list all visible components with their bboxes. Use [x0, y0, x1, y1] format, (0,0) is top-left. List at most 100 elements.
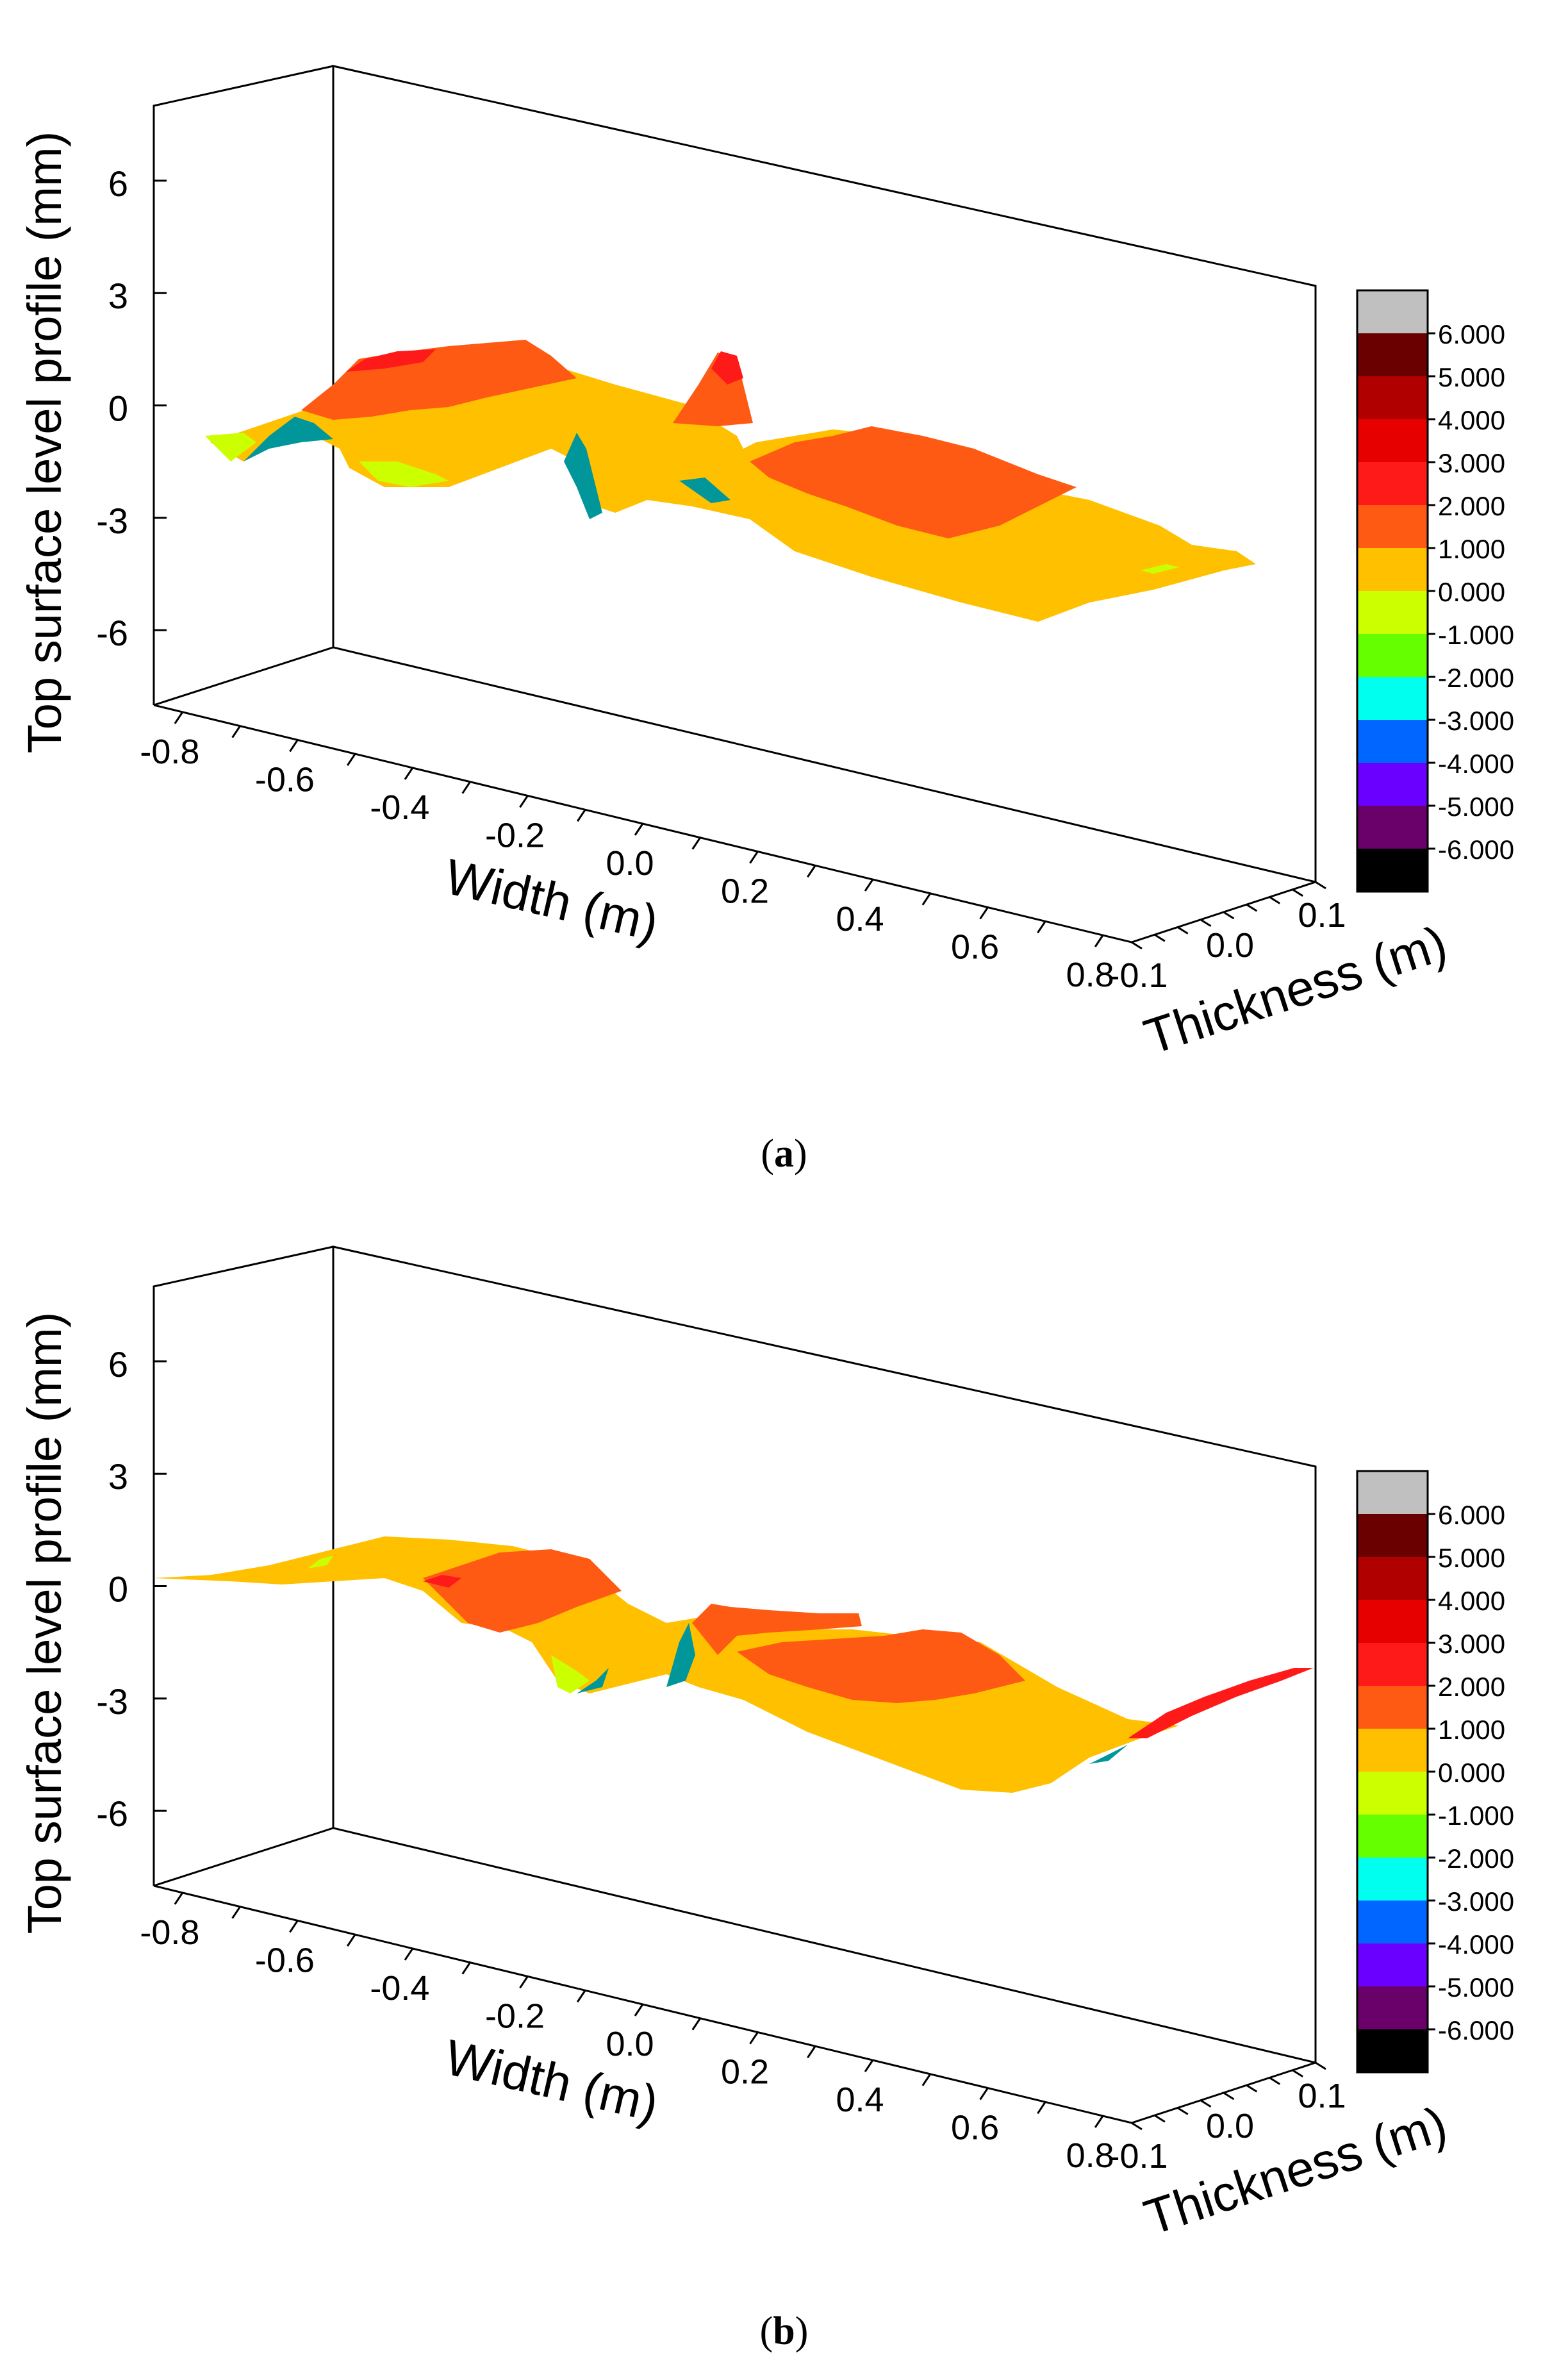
surface-dip-teal-right	[679, 478, 730, 503]
y-tick	[1200, 919, 1212, 927]
y-tick	[1223, 911, 1235, 920]
colorbar-label: -4.000	[1438, 1929, 1514, 1959]
colorbar-label: -6.000	[1438, 835, 1514, 865]
x-tick	[576, 809, 586, 822]
x-tick	[691, 2017, 702, 2031]
z-axis-title: Top surface level profile (mm)	[18, 1312, 71, 1934]
surface-band-red-patch	[346, 349, 436, 372]
y-tick	[1246, 903, 1258, 912]
x-tick	[1094, 935, 1104, 947]
surface-band-red-right	[1128, 1668, 1314, 1738]
surface-band-orange-mid	[692, 1604, 862, 1655]
x-tick	[174, 711, 184, 724]
panel-b: 6 3 0 -3 -6 -0.8 -0.6 -0.4 -0.2 0.0 0.2 0.4 0.6 0.8 -0…	[0, 1181, 1568, 2362]
y-tick	[1154, 2114, 1166, 2123]
x-tick	[461, 781, 471, 794]
x-tick	[864, 2059, 874, 2072]
surface-band-orange-left	[423, 1549, 622, 1633]
surface-dip-teal-right	[1089, 1745, 1128, 1764]
colorbar-swatch	[1357, 1471, 1428, 1514]
colorbar-label: 2.000	[1438, 1672, 1505, 1702]
colorbar-swatch	[1357, 290, 1428, 333]
colorbar-swatch	[1357, 1943, 1428, 1986]
y-tick	[1176, 2107, 1189, 2115]
surface-spike-orange	[673, 353, 753, 426]
x-tick-label: 0.4	[836, 2081, 884, 2119]
z-axis-title: Top surface level profile (mm)	[18, 131, 71, 754]
surface-dip-lime-right	[1141, 564, 1179, 574]
y-tick	[1269, 896, 1281, 904]
y-tick	[1131, 2122, 1143, 2131]
z-tick-label: -3	[96, 1681, 128, 1722]
x-tick-label: 0.2	[721, 872, 769, 911]
surface-dip-lime-top	[308, 1556, 333, 1568]
y-tick	[1154, 933, 1166, 942]
x-tick-label: -0.2	[485, 1997, 545, 2035]
surface-spike-red	[711, 351, 743, 385]
y-tick	[1131, 941, 1143, 950]
colorbar-label: 3.000	[1438, 1629, 1505, 1659]
x-tick	[979, 906, 989, 920]
colorbar-swatch	[1357, 1557, 1428, 1600]
colorbar-swatch	[1357, 462, 1428, 505]
colorbar-label: -5.000	[1438, 1972, 1514, 2002]
surface-chart-a: 6 3 0 -3 -6 -0.8 -0.6 -0.4 -0.2 0.0 0.2 0.4 0.6 0.8-0…	[18, 65, 1514, 1065]
x-tick-label: -0.8	[140, 1913, 199, 1952]
y-tick	[1200, 2099, 1212, 2108]
x-tick	[289, 739, 299, 753]
x-tick	[1094, 2115, 1104, 2128]
x-tick	[749, 851, 759, 864]
colorbar-label: -6.000	[1438, 2015, 1514, 2045]
colorbar-swatch	[1357, 1600, 1428, 1643]
colorbar-swatch	[1357, 333, 1428, 376]
colorbar-swatch	[1357, 1815, 1428, 1858]
y-tick-label: 0.1	[1298, 2077, 1346, 2115]
z-tick-label: 0	[108, 388, 128, 429]
vertical-axis-line	[153, 65, 334, 705]
colorbar-swatch	[1357, 505, 1428, 548]
x-tick-label: 0.6	[951, 928, 999, 967]
tick-marks	[154, 179, 1326, 950]
x-tick	[346, 753, 356, 767]
x-tick	[404, 767, 414, 780]
y-tick	[1223, 2092, 1235, 2100]
surface-dip-lime-mid	[359, 462, 449, 487]
colorbar-label: -2.000	[1438, 663, 1514, 693]
x-tick	[404, 1948, 414, 1961]
x-tick-label: -0.6	[255, 760, 315, 799]
surface	[205, 340, 1256, 622]
x-tick	[864, 879, 874, 892]
colorbar-swatch	[1357, 1900, 1428, 1943]
x-tick-label: 0.8	[1066, 2136, 1114, 2175]
colorbar-swatch	[1357, 849, 1428, 892]
tick-labels: 6 3 0 -3 -6 -0.8 -0.6 -0.4 -0.2 0.0 0.2 0.4 0.6 0.8-0…	[96, 1344, 1346, 2175]
panel-a: 6 3 0 -3 -6 -0.8 -0.6 -0.4 -0.2 0.0 0.2 0.4 0.6 0.8 -0…	[18, 65, 1514, 1176]
x-tick-label: -0.8	[140, 733, 199, 771]
x-tick-label: 0.2	[721, 2053, 769, 2092]
colorbar-label: 6.000	[1438, 319, 1505, 349]
y-tick	[1269, 2077, 1281, 2085]
colorbar-label: 2.000	[1438, 491, 1505, 521]
y-tick	[1292, 888, 1303, 897]
surface-dip-lime-left	[205, 433, 256, 462]
colorbar-label: -1.000	[1438, 1801, 1514, 1831]
surface-dip-teal-spike	[666, 1623, 695, 1687]
x-tick-label: -0.4	[370, 788, 429, 827]
surface-band-red-patch	[423, 1575, 461, 1588]
colorbar-label: 4.000	[1438, 405, 1505, 435]
x-tick	[519, 795, 529, 808]
colorbar-swatch	[1357, 720, 1428, 763]
y-tick	[1246, 2084, 1258, 2093]
z-tick-label: 3	[108, 276, 128, 316]
x-tick	[807, 2045, 816, 2059]
surface-chart-b: 6 3 0 -3 -6 -0.8 -0.6 -0.4 -0.2 0.0 0.2 0.4 0.6 0.8-0…	[18, 1245, 1514, 2246]
colorbar-label: -1.000	[1438, 620, 1514, 650]
colorbar-swatch	[1357, 634, 1428, 677]
x-tick	[174, 1892, 184, 1905]
colorbar-label: -3.000	[1438, 1886, 1514, 1917]
colorbar-swatch	[1357, 1514, 1428, 1557]
colorbar: 6.000 5.000 4.000 3.000 2.000 1.000 0.000 -1.00…	[1356, 289, 1514, 893]
z-tick-label: -6	[96, 613, 128, 653]
y-tick-label: 0.0	[1206, 926, 1254, 965]
z-tick-label: -3	[96, 501, 128, 541]
